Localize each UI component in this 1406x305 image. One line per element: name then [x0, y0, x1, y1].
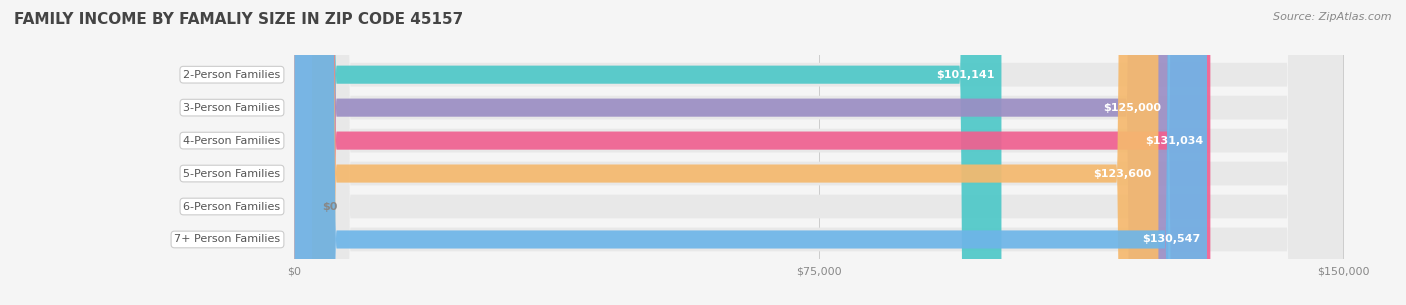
Text: 7+ Person Families: 7+ Person Families [174, 235, 281, 245]
FancyBboxPatch shape [294, 0, 1343, 305]
Text: 4-Person Families: 4-Person Families [183, 136, 281, 145]
FancyBboxPatch shape [294, 0, 1343, 305]
Text: 6-Person Families: 6-Person Families [183, 202, 281, 211]
Text: 2-Person Families: 2-Person Families [183, 70, 281, 80]
FancyBboxPatch shape [294, 0, 1211, 305]
FancyBboxPatch shape [294, 0, 1343, 305]
FancyBboxPatch shape [294, 0, 1168, 305]
FancyBboxPatch shape [294, 0, 1343, 305]
Text: 5-Person Families: 5-Person Families [183, 169, 281, 178]
FancyBboxPatch shape [294, 0, 1206, 305]
FancyBboxPatch shape [294, 0, 312, 305]
FancyBboxPatch shape [294, 0, 1343, 305]
Text: $0: $0 [322, 202, 337, 211]
Text: $101,141: $101,141 [936, 70, 994, 80]
FancyBboxPatch shape [294, 0, 1343, 305]
Text: Source: ZipAtlas.com: Source: ZipAtlas.com [1274, 12, 1392, 22]
Text: $125,000: $125,000 [1104, 103, 1161, 113]
Text: $130,547: $130,547 [1142, 235, 1199, 245]
Text: $131,034: $131,034 [1144, 136, 1204, 145]
FancyBboxPatch shape [294, 0, 1001, 305]
FancyBboxPatch shape [294, 0, 1159, 305]
Text: FAMILY INCOME BY FAMALIY SIZE IN ZIP CODE 45157: FAMILY INCOME BY FAMALIY SIZE IN ZIP COD… [14, 12, 464, 27]
Text: $123,600: $123,600 [1094, 169, 1152, 178]
Text: 3-Person Families: 3-Person Families [183, 103, 281, 113]
